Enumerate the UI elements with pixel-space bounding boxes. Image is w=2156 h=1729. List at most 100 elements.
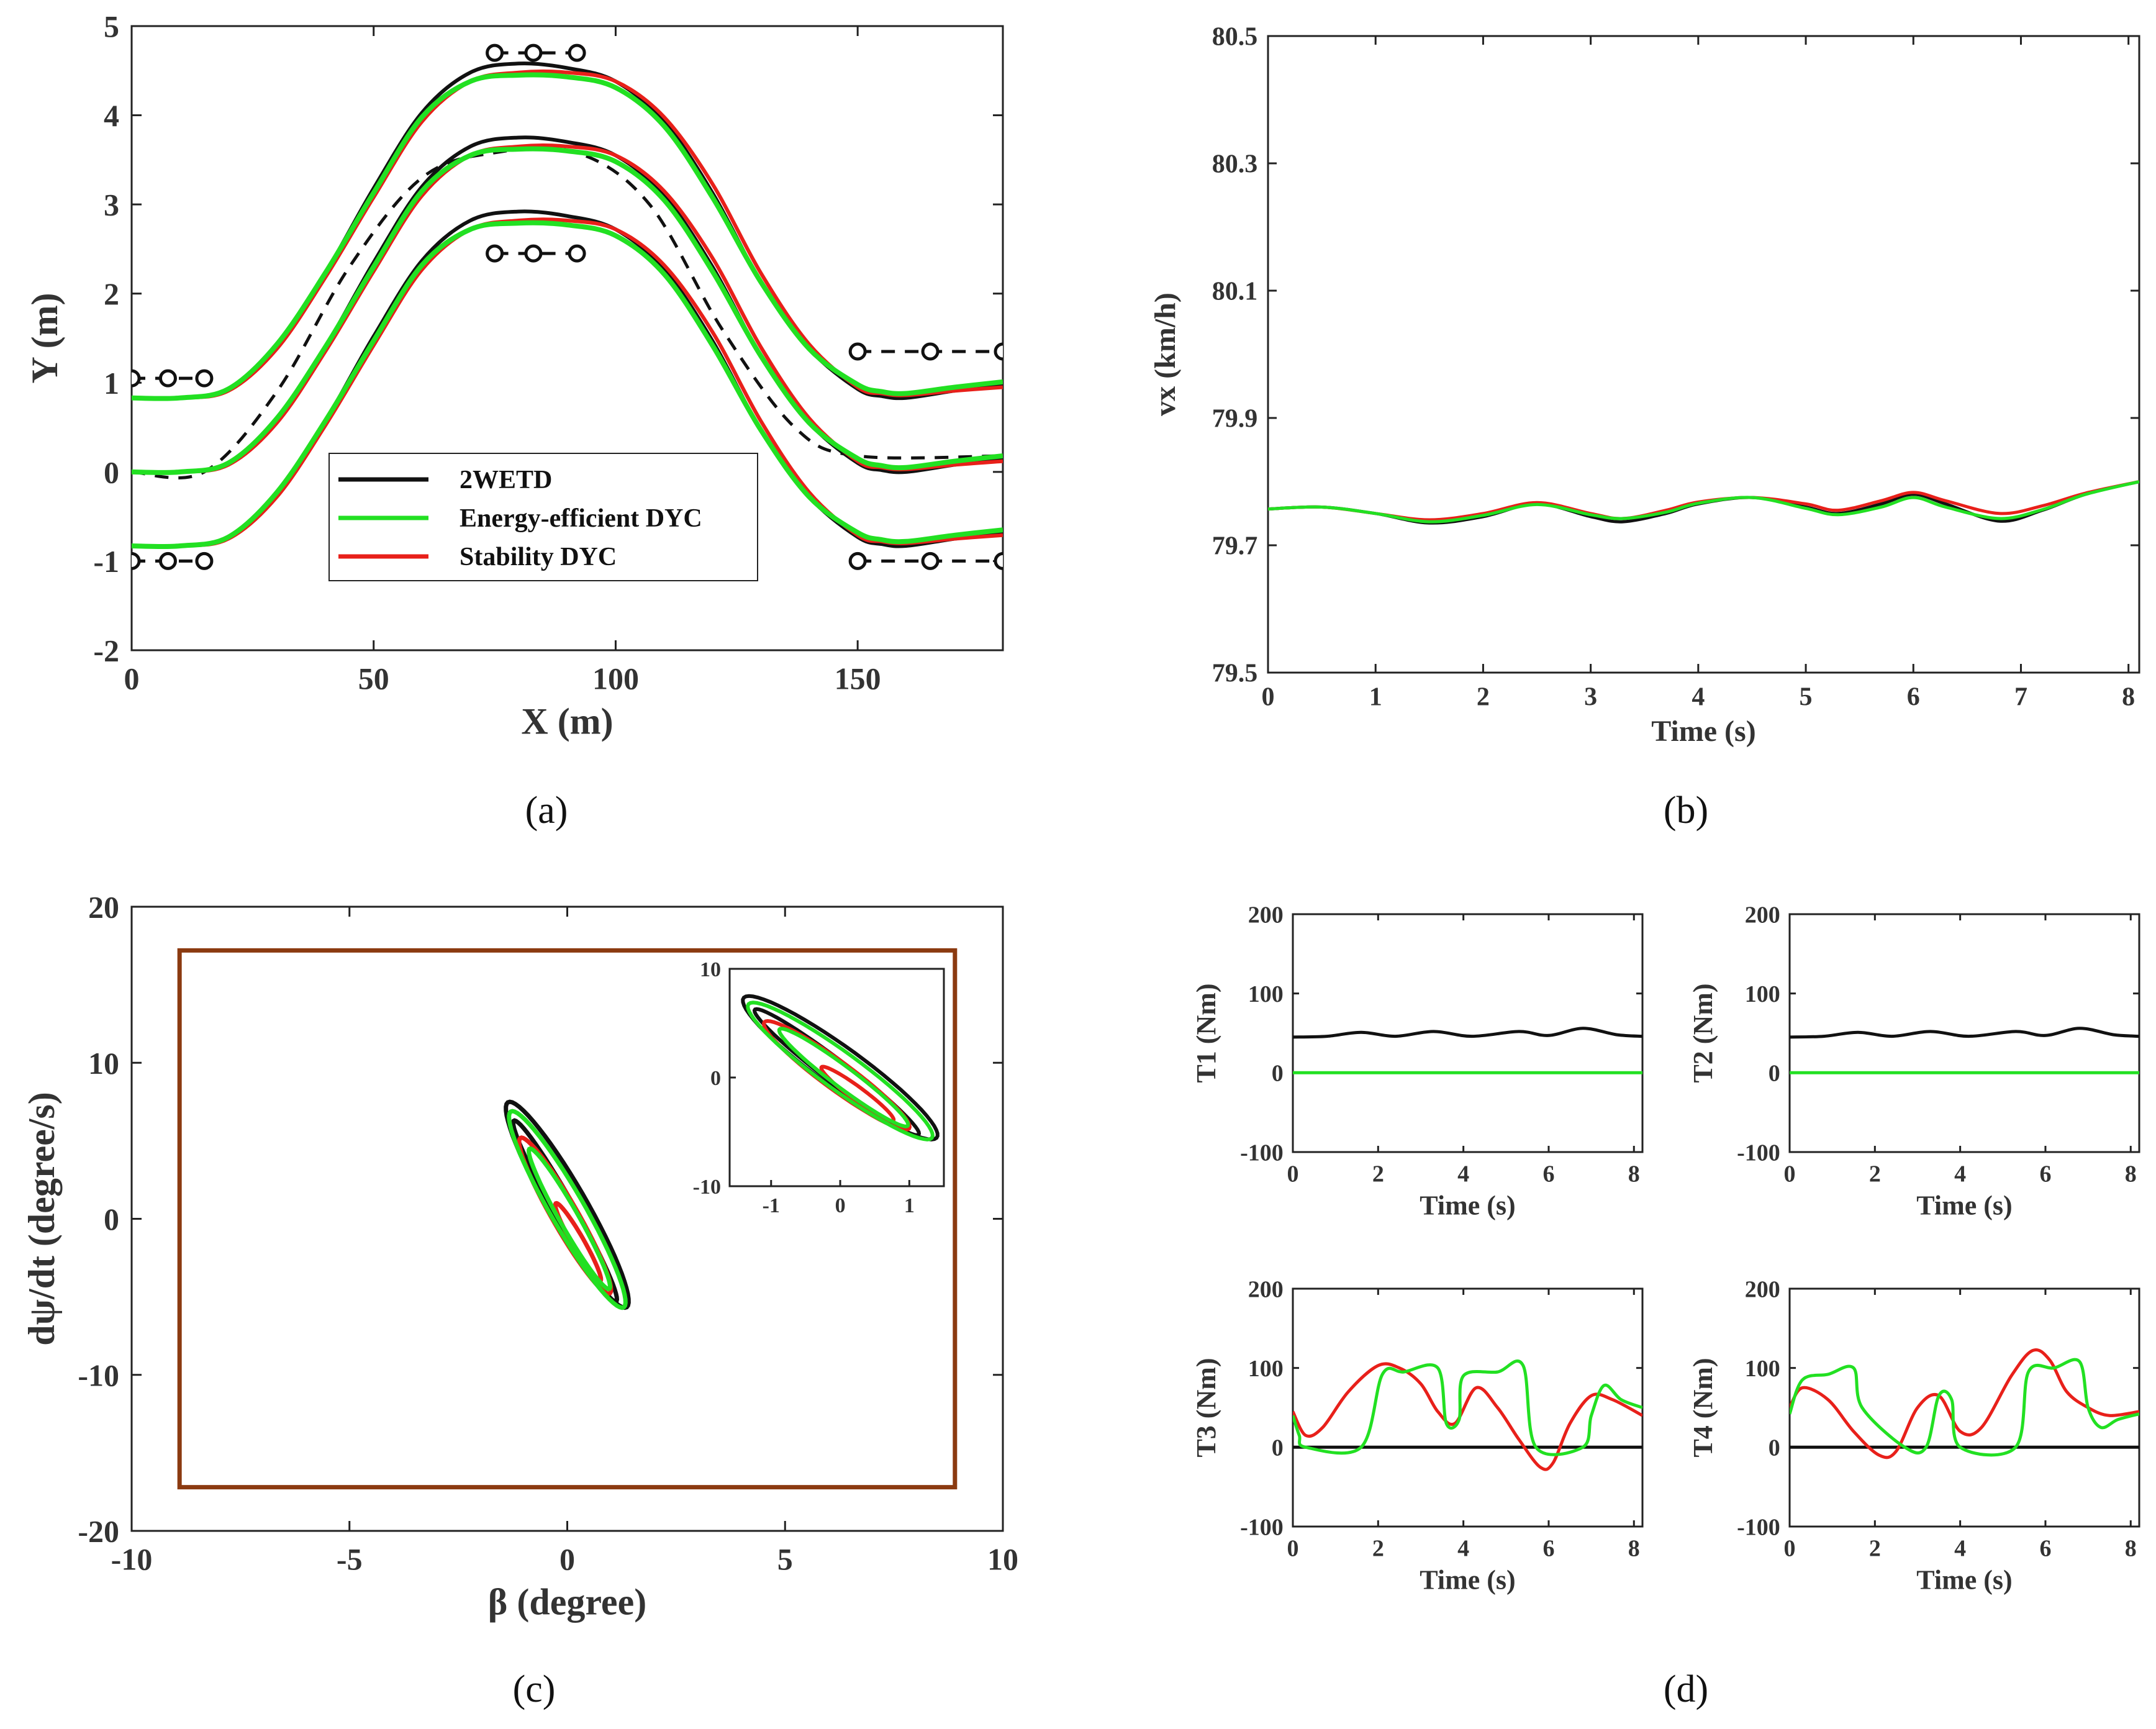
x-tick-label: 8 [2122,683,2135,712]
x-tick-label: 6 [1542,1161,1554,1187]
series-line-stability-dyc [1790,1348,2139,1459]
plot-frame [1267,35,2140,674]
series-line-energy-efficient-dyc [1268,480,2139,524]
y-tick-label: 200 [1248,902,1284,928]
cone-marker [848,551,867,570]
x-tick-label: 8 [1628,1536,1640,1562]
y-axis-label: T4 (Nm) [1688,1358,1718,1457]
x-tick-label: 4 [1692,683,1705,712]
chart-a: 0 50 100 150 -2 -1 0 1 2 3 4 5 X (m) Y (m) 2WETD Energy… [24,9,1004,742]
stability-boundary [177,948,958,1490]
caption-d: (d) [1664,1668,1708,1710]
y-tick-label: 200 [1248,1276,1284,1302]
y-tick-label: 0 [1769,1435,1780,1461]
series-line-stability-dyc [132,217,1003,548]
series-line-energy-efficient-dyc [132,72,1003,401]
x-axis-label: Time (s) [1420,1190,1515,1220]
series-line-energy-efficient-dyc [1790,1358,2139,1457]
x-tick-label: 5 [777,1542,793,1577]
series-line-2wetd [132,61,1003,401]
series-line-energy-efficient-dyc [1293,1359,1642,1456]
caption-b: (b) [1664,789,1708,832]
y-tick-label: 2 [104,276,119,311]
chart-b: 0 1 2 3 4 5 6 7 8 79.5 79.7 79.9 80.1 80.3 80.5 Time (s… [1149,23,2140,748]
cone-marker [921,551,940,570]
y-tick-label: -1 [93,544,119,579]
x-tick-label: -10 [111,1542,153,1577]
y-tick-label: 200 [1745,1276,1780,1302]
x-axis-label: X (m) [521,701,613,742]
x-tick-label: 6 [1542,1536,1554,1562]
x-tick-label: 0 [1262,683,1275,712]
plot-area [1268,480,2139,525]
y-tick-label: 10 [88,1046,119,1081]
inset-y-tick-label: 10 [700,958,721,981]
phase-loop-energy-efficient-dyc [746,1001,935,1141]
caption-a: (a) [525,789,568,832]
y-tick-label: 0 [1272,1061,1284,1087]
x-tick-label: 150 [835,661,881,696]
series-line-stability-dyc [132,69,1003,401]
x-tick-label: 2 [1869,1161,1881,1187]
cone-marker [195,369,214,388]
phase-loop-energy-efficient-dyc [527,1146,612,1292]
y-tick-label: 100 [1248,1356,1284,1382]
x-axis-label: Time (s) [1651,715,1755,748]
x-tick-label: 4 [1457,1161,1469,1187]
x-tick-label: 100 [592,661,639,696]
inset-x-tick-label: -1 [763,1194,780,1217]
cone-marker [486,43,504,62]
x-tick-label: 4 [1457,1536,1469,1562]
y-tick-label: -2 [93,633,119,668]
y-tick-label: 0 [104,455,119,489]
y-axis-label: T3 (Nm) [1191,1358,1221,1457]
x-tick-label: 6 [2039,1161,2051,1187]
x-tick-label: 0 [124,661,140,696]
x-tick-label: 2 [1869,1536,1881,1562]
x-tick-label: 6 [2039,1536,2051,1562]
plot-frame [1788,913,2140,1153]
y-tick-label: -100 [1240,1514,1284,1540]
x-tick-label: 8 [1628,1161,1640,1187]
cone-marker [524,43,543,62]
plot-frame [1292,1287,1644,1528]
y-tick-label: 0 [1272,1435,1284,1461]
x-tick-label: 2 [1372,1536,1384,1562]
cone-marker [524,244,543,263]
x-tick-label: 3 [1584,683,1597,712]
x-tick-label: 1 [1369,683,1382,712]
inset-y-tick-label: 0 [710,1067,721,1090]
y-tick-label: -20 [78,1514,119,1549]
inset-x-tick-label: 0 [835,1194,846,1217]
plot-frame [130,25,1004,651]
cone-marker [994,342,1003,361]
cone-marker [158,551,177,570]
inset-frame [728,968,945,1187]
y-tick-label: 79.5 [1212,660,1258,688]
x-tick-label: 2 [1372,1161,1384,1187]
plot-area [177,948,958,1490]
series-line-2wetd [1790,1027,2139,1039]
inset-x-tick-label: 1 [904,1194,915,1217]
x-axis-label: Time (s) [1420,1564,1515,1595]
cone-marker [158,369,177,388]
y-tick-label: -100 [1240,1140,1284,1166]
legend: 2WETD Energy-efficient DYC Stability DYC [328,453,758,581]
y-tick-label: 80.5 [1212,23,1258,52]
series-line-stability-dyc [132,143,1003,474]
y-tick-label: 5 [104,9,119,44]
x-tick-label: 4 [1954,1161,1966,1187]
plot-area [1293,1027,1642,1074]
y-tick-label: 1 [104,366,119,401]
legend-label: 2WETD [460,466,552,494]
x-axis-label: β (degree) [488,1582,646,1623]
legend-label: Stability DYC [460,543,617,571]
phase-loop-energy-efficient-dyc [777,1027,910,1128]
plot-frame [1292,913,1644,1153]
x-tick-label: 8 [2125,1536,2137,1562]
inset-plot-area [741,994,940,1141]
x-tick-label: 10 [987,1542,1018,1577]
